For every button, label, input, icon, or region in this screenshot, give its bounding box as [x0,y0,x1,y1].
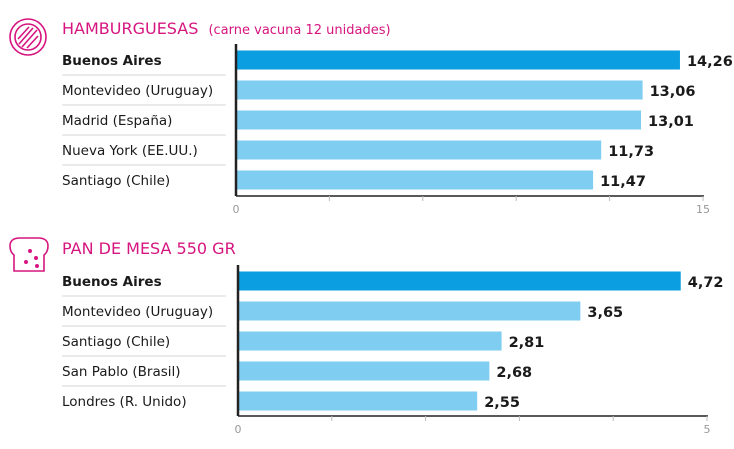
category-label: Buenos Aires [62,274,162,290]
value-label: 13,01 [648,114,694,130]
bar-1 [239,301,581,321]
bar-3 [239,361,490,381]
value-label: 13,06 [650,84,696,100]
hamburger-icon [9,18,47,56]
chart-title: HAMBURGUESAS [62,19,198,38]
bread-icon [9,237,49,272]
tick-label-min: 0 [233,203,240,216]
bar-4 [237,170,594,190]
value-label: 2,81 [509,335,545,351]
bar-2 [239,331,502,351]
category-label: Santiago (Chile) [62,334,170,350]
chart-subtitle: (carne vacuna 12 unidades) [208,23,390,38]
bar-3 [237,140,602,160]
svg-text:HAMBURGUESAS (carne vacu: HAMBURGUESAS (carne vacuna 12 unidades) [62,19,391,38]
value-label: 2,55 [484,395,520,411]
value-label: 11,73 [608,144,654,160]
bar-2 [237,110,642,130]
category-label: San Pablo (Brasil) [62,364,181,380]
category-label: Madrid (España) [62,113,172,129]
bar-0 [239,271,681,291]
value-label: 11,47 [600,174,646,190]
category-label: Londres (R. Unido) [62,394,187,410]
tick-label-max: 5 [704,423,711,436]
chart-hamburguesas: HAMBURGUESAS (carne vacuna 12 unidades) … [9,18,733,216]
category-label: Montevideo (Uruguay) [62,83,213,99]
category-label: Buenos Aires [62,53,162,69]
category-label: Nueva York (EE.UU.) [62,143,198,159]
category-label: Montevideo (Uruguay) [62,304,213,320]
bar-0 [237,50,680,70]
tick-label-max: 15 [696,203,710,216]
chart-title: PAN DE MESA 550 GR [62,239,236,258]
value-label: 3,65 [587,305,623,321]
chart-pan-de-mesa: PAN DE MESA 550 GR Buenos Aires Montevide… [9,237,724,436]
bar-4 [239,391,478,411]
bar-1 [237,80,643,100]
category-label: Santiago (Chile) [62,173,170,189]
tick-label-min: 0 [235,423,242,436]
value-label: 4,72 [688,275,724,291]
value-label: 2,68 [496,365,532,381]
value-label: 14,26 [687,54,733,70]
